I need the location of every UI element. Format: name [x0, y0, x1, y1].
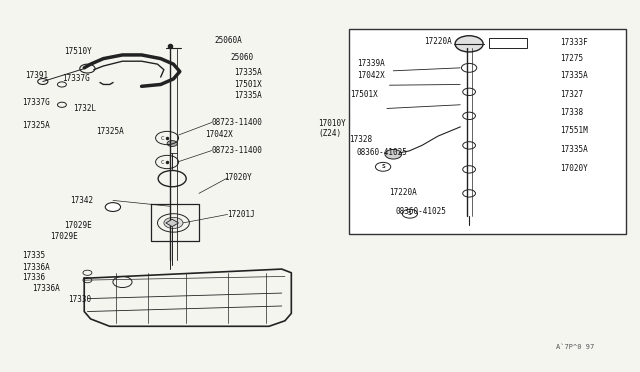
Text: 17328: 17328 — [349, 135, 372, 144]
Text: 17336: 17336 — [22, 273, 45, 282]
Text: 08360-41025: 08360-41025 — [357, 148, 408, 157]
Circle shape — [402, 209, 417, 218]
Text: 17220A: 17220A — [424, 37, 452, 46]
Text: 17337G: 17337G — [62, 74, 90, 83]
Text: C: C — [161, 160, 164, 164]
Text: 17551M: 17551M — [560, 126, 588, 135]
Text: 17042X: 17042X — [205, 130, 233, 139]
Text: 25060A: 25060A — [215, 36, 243, 45]
Text: 17325A: 17325A — [96, 127, 124, 136]
Text: 17501X: 17501X — [234, 80, 262, 89]
Text: 17201J: 17201J — [228, 210, 255, 219]
Text: 17336A: 17336A — [32, 284, 60, 293]
Polygon shape — [166, 219, 179, 227]
Text: 17029E: 17029E — [50, 232, 77, 241]
Text: 17042X: 17042X — [357, 71, 385, 80]
Text: 17338: 17338 — [560, 108, 583, 117]
Text: 17327: 17327 — [560, 90, 583, 99]
Circle shape — [385, 150, 401, 159]
Text: S: S — [408, 211, 412, 216]
Text: S: S — [381, 164, 385, 169]
Text: 17337G: 17337G — [22, 98, 49, 107]
Text: 17339A: 17339A — [357, 59, 385, 68]
Text: A`7P^0 97: A`7P^0 97 — [556, 344, 594, 350]
Bar — [489, 38, 527, 48]
Text: 08360-41025: 08360-41025 — [395, 206, 446, 216]
Text: C: C — [161, 135, 164, 141]
Text: 1732L: 1732L — [74, 104, 97, 113]
Bar — [349, 29, 626, 234]
Text: 08723-11400: 08723-11400 — [212, 146, 262, 155]
Text: 08723-11400: 08723-11400 — [212, 118, 262, 127]
Text: 17333F: 17333F — [560, 38, 588, 46]
Text: 17335A: 17335A — [234, 91, 262, 100]
Text: 17325A: 17325A — [22, 121, 49, 130]
Circle shape — [167, 141, 177, 147]
Text: 17029E: 17029E — [64, 221, 92, 230]
Text: 17275: 17275 — [560, 54, 583, 63]
Text: 17335A: 17335A — [560, 71, 588, 80]
Text: 17010Y
(Z24): 17010Y (Z24) — [318, 119, 346, 138]
Text: 17020Y: 17020Y — [225, 173, 252, 182]
Circle shape — [164, 217, 183, 228]
Text: 17342: 17342 — [70, 196, 93, 205]
Text: 17020Y: 17020Y — [560, 164, 588, 173]
Text: 17335A: 17335A — [560, 145, 588, 154]
Text: 17220A: 17220A — [389, 188, 417, 197]
Circle shape — [105, 203, 120, 211]
Text: 17336A: 17336A — [22, 263, 49, 272]
Circle shape — [455, 36, 483, 52]
Text: 17510Y: 17510Y — [64, 47, 92, 56]
Circle shape — [376, 162, 391, 171]
Text: 17335: 17335 — [22, 251, 45, 260]
Text: 17391: 17391 — [26, 71, 49, 80]
Text: 17501X: 17501X — [351, 90, 378, 99]
Text: 17330: 17330 — [68, 295, 92, 304]
Text: 25060: 25060 — [231, 53, 254, 62]
Text: 17335A: 17335A — [234, 68, 262, 77]
